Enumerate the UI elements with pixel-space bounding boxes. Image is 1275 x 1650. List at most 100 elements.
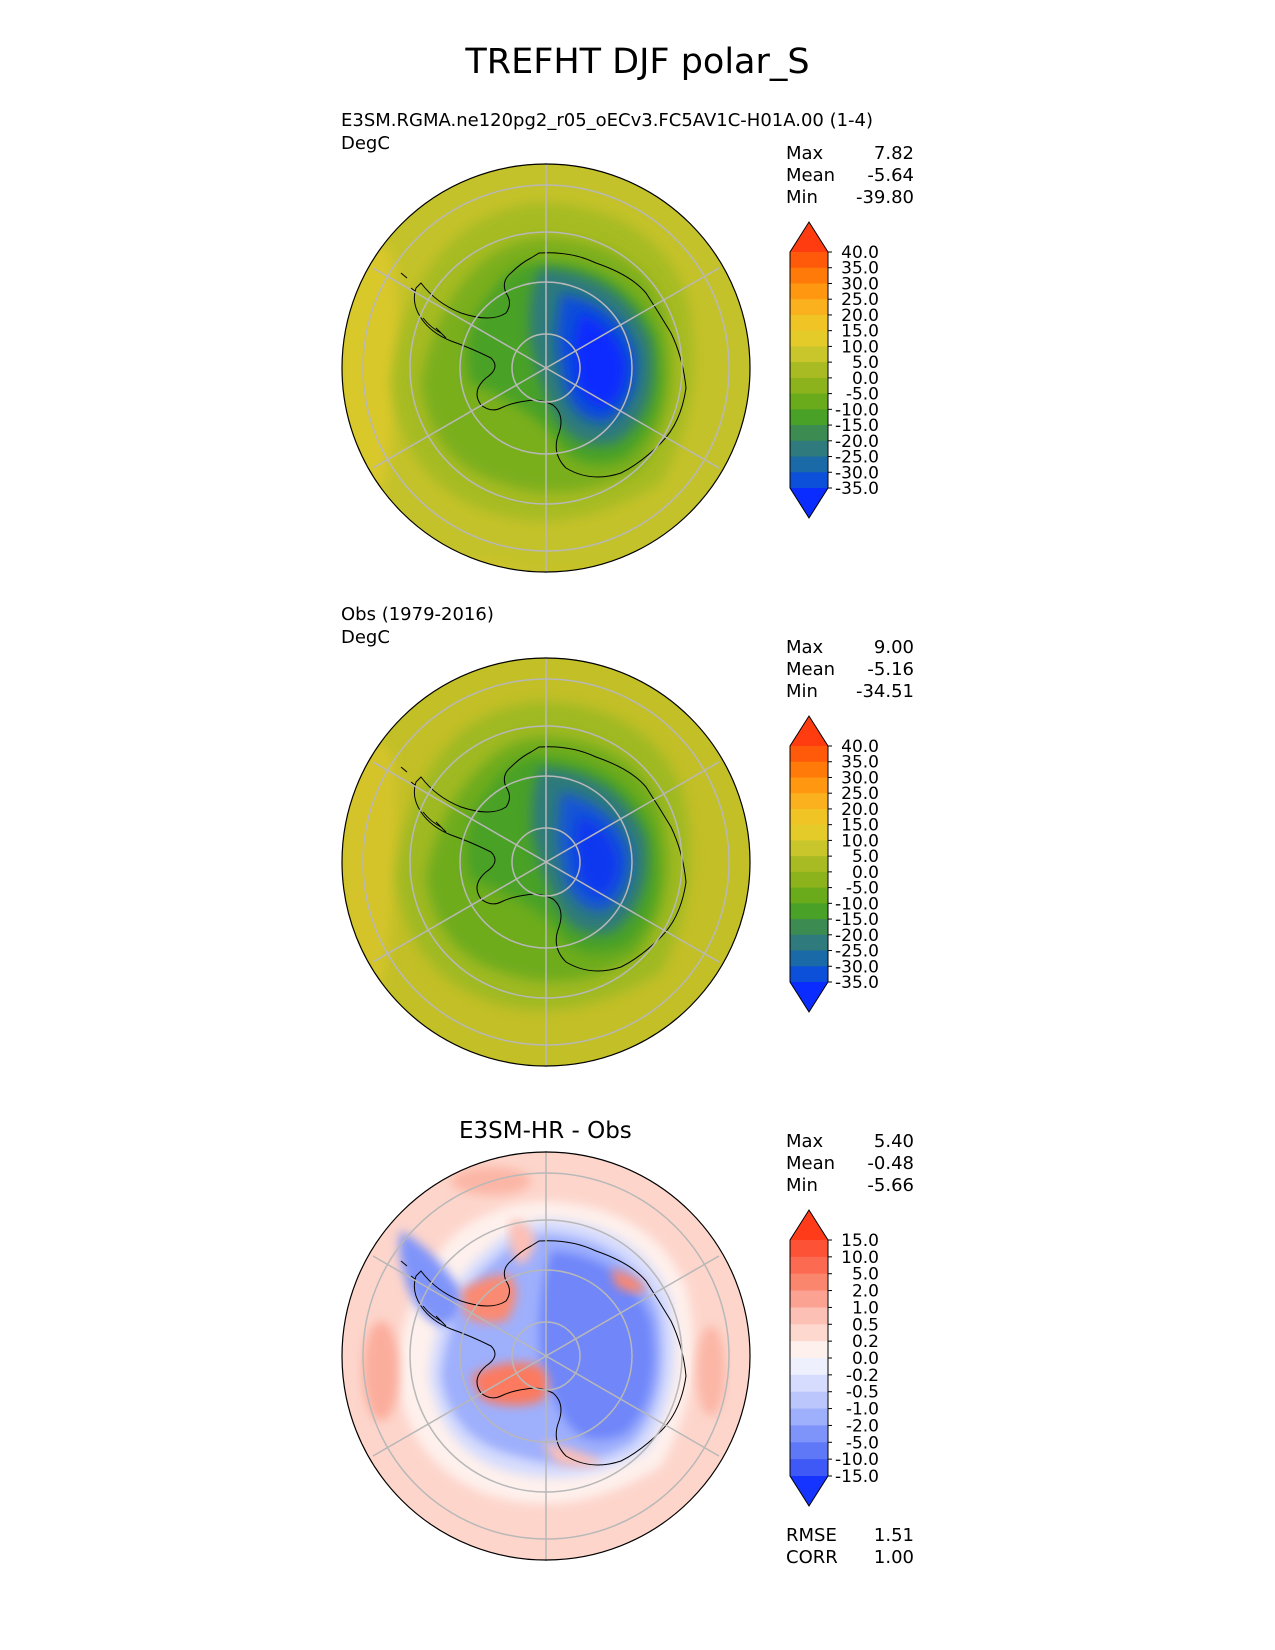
panel3-stats: Max 5.40 Mean -0.48 Min -5.66 xyxy=(786,1131,914,1197)
stat-value: -5.16 xyxy=(867,659,914,680)
colorbar-tick-label: -15.0 xyxy=(835,910,879,930)
colorbar-bin xyxy=(790,267,828,284)
stat-label: Min xyxy=(786,187,818,208)
panel3-title: E3SM-HR - Obs xyxy=(459,1118,632,1144)
colorbar-tick-label: -30.0 xyxy=(835,957,879,977)
colorbar-bin xyxy=(790,761,828,778)
colorbar-tick-label: -0.2 xyxy=(846,1366,879,1386)
stat-value: 5.40 xyxy=(873,1131,914,1152)
colorbar-tick-label: -15.0 xyxy=(835,416,879,436)
colorbar-tick-label: -0.5 xyxy=(846,1383,879,1403)
colorbar-bin xyxy=(790,440,828,458)
stat-label: Mean xyxy=(786,659,836,680)
colorbar-bin xyxy=(790,856,828,873)
colorbar-bin xyxy=(790,1256,828,1275)
colorbar-bin xyxy=(790,1290,828,1308)
colorbar-tick-label: -5.0 xyxy=(846,879,879,899)
colorbar-bin xyxy=(790,934,828,952)
colorbar-tick-label: 15.0 xyxy=(841,816,879,836)
colorbar-bin xyxy=(790,808,828,826)
colorbar-bin xyxy=(790,346,828,363)
colorbar-bin xyxy=(790,393,828,410)
metric-label: RMSE xyxy=(786,1525,837,1546)
stat-label: Max xyxy=(786,637,824,658)
colorbar-extend-max xyxy=(790,716,828,746)
colorbar-tick-label: 30.0 xyxy=(841,274,879,294)
colorbar-extend-max xyxy=(790,1210,828,1240)
figure-title: TREFHT DJF polar_S xyxy=(465,42,810,82)
colorbar-tick-label: -2.0 xyxy=(846,1416,879,1436)
colorbar-bin xyxy=(790,887,828,904)
colorbar-bin xyxy=(790,824,828,841)
colorbar-bin xyxy=(790,919,828,936)
colorbar-bin xyxy=(790,299,828,316)
colorbar-bin xyxy=(790,1425,828,1443)
antarctica-coastline xyxy=(400,1240,687,1466)
panel2-map xyxy=(341,657,751,1067)
panel2-title: Obs (1979-2016) xyxy=(341,604,494,625)
colorbar-tick-label: 15.0 xyxy=(841,1231,879,1251)
graticule xyxy=(362,1151,730,1561)
colorbar-bin xyxy=(790,409,828,426)
colorbar-tick-label: 25.0 xyxy=(841,784,879,804)
colorbar-bin xyxy=(790,793,828,810)
stat-label: Mean xyxy=(786,165,836,186)
colorbar-tick-label: 35.0 xyxy=(841,259,879,279)
colorbar-bin xyxy=(790,425,828,442)
map-boundary xyxy=(341,163,751,573)
colorbar-tick-label: 5.0 xyxy=(852,1265,879,1285)
panel1-units: DegC xyxy=(341,133,390,154)
colorbar-tick-label: -35.0 xyxy=(835,479,879,499)
colorbar-bin xyxy=(790,1408,828,1426)
colorbar-extend-min xyxy=(790,488,828,518)
colorbar-tick-label: 0.0 xyxy=(852,863,879,883)
colorbar-bin xyxy=(790,330,828,347)
colorbar-bin xyxy=(790,903,828,920)
colorbar-tick-label: 0.5 xyxy=(852,1315,879,1335)
stat-label: Min xyxy=(786,1175,818,1196)
stat-label: Max xyxy=(786,143,824,164)
colorbar-tick-label: 20.0 xyxy=(841,800,879,820)
colorbar-bin xyxy=(790,1324,828,1342)
colorbar-tick-label: -10.0 xyxy=(835,1450,879,1470)
colorbar-tick-label: -1.0 xyxy=(846,1400,879,1420)
stat-value: -39.80 xyxy=(855,187,914,208)
antarctica-coastline xyxy=(400,252,687,478)
colorbar-tick-label: 5.0 xyxy=(852,847,879,867)
stat-label: Min xyxy=(786,681,818,702)
stat-value: -5.66 xyxy=(867,1175,914,1196)
colorbar-bin xyxy=(790,840,828,857)
colorbar-bin xyxy=(790,252,828,269)
map-boundary xyxy=(341,657,751,1067)
colorbar-extend-min xyxy=(790,1476,828,1506)
colorbar-extend-min xyxy=(790,982,828,1012)
colorbar-tick-label: -20.0 xyxy=(835,926,879,946)
graticule xyxy=(362,657,730,1067)
panel3-map xyxy=(341,1151,751,1561)
colorbar-bin xyxy=(790,362,828,379)
colorbar-tick-label: 5.0 xyxy=(852,353,879,373)
colorbar-tick-label: 25.0 xyxy=(841,290,879,310)
panel3-metrics: RMSE 1.51 CORR 1.00 xyxy=(786,1525,914,1569)
colorbar-tick-label: -35.0 xyxy=(835,973,879,993)
colorbar-tick-label: 0.0 xyxy=(852,369,879,389)
colorbar-tick-label: 10.0 xyxy=(841,831,879,851)
stat-value: -5.64 xyxy=(867,165,914,186)
colorbar-extend-max xyxy=(790,222,828,252)
stat-label: Mean xyxy=(786,1153,836,1174)
panel2-stats: Max 9.00 Mean -5.16 Min -34.51 xyxy=(786,637,914,703)
colorbar-tick-label: 10.0 xyxy=(841,1248,879,1268)
colorbar-tick-label: 2.0 xyxy=(852,1282,879,1302)
colorbar-tick-label: -5.0 xyxy=(846,385,879,405)
colorbar-bin xyxy=(790,1341,828,1359)
panel1-map xyxy=(341,163,751,573)
colorbar-tick-label: 35.0 xyxy=(841,753,879,773)
metric-label: CORR xyxy=(786,1547,838,1568)
colorbar-tick-label: -25.0 xyxy=(835,942,879,962)
colorbar-tick-label: 40.0 xyxy=(841,737,879,757)
colorbar-tick-label: -20.0 xyxy=(835,432,879,452)
colorbar-bin xyxy=(790,1240,828,1258)
colorbar-bin xyxy=(790,1374,828,1393)
colorbar-tick-label: 20.0 xyxy=(841,306,879,326)
colorbar-bin xyxy=(790,1358,828,1376)
